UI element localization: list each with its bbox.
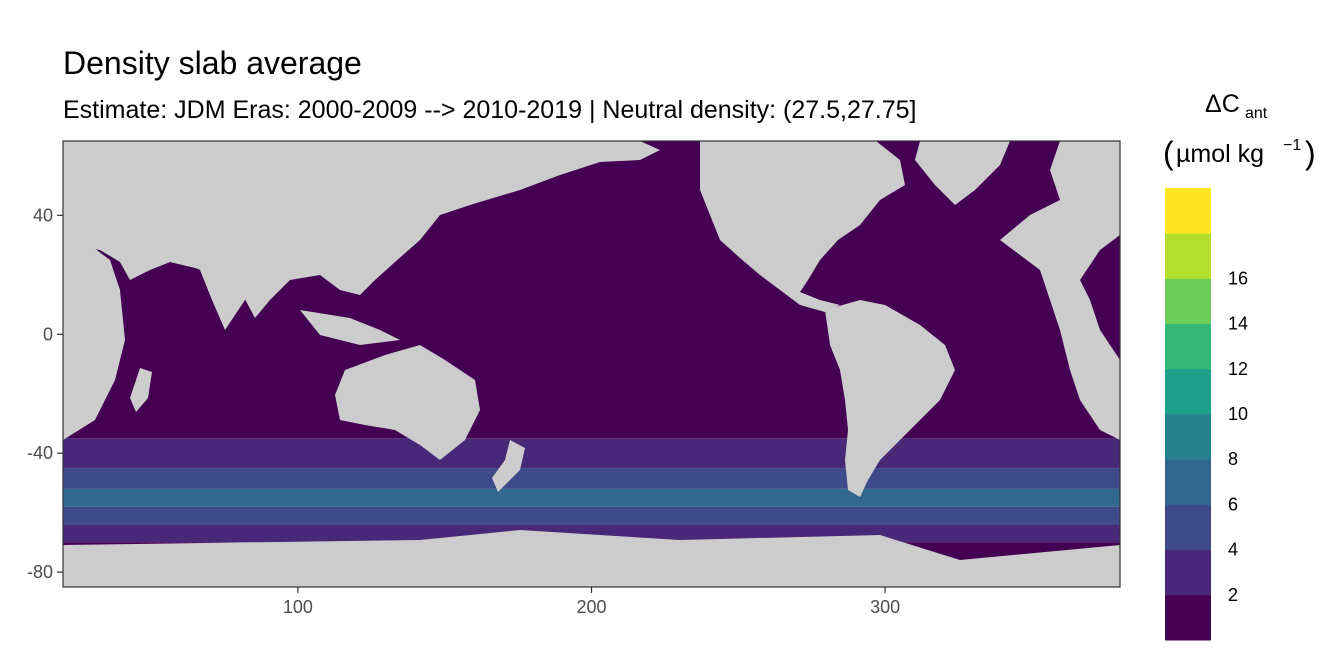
land-greenland [915,141,1010,205]
legend-swatch [1165,414,1211,460]
value-band-1 [63,438,1120,469]
legend-unit: µmol kg [1176,140,1264,168]
legend-title: ΔC [1205,90,1240,118]
legend-label: 12 [1228,359,1248,379]
value-band-3 [63,488,1120,507]
x-tick-label: 200 [576,597,606,617]
y-tick-label: -80 [27,562,53,582]
legend-label: 8 [1228,449,1238,469]
legend-swatch [1165,188,1211,234]
legend-unit-paren-close: ) [1305,135,1316,171]
legend-label: 10 [1228,404,1248,424]
value-band-2 [63,468,1120,489]
legend-label: 6 [1228,494,1238,514]
land-australia [335,345,480,460]
legend-swatch [1165,549,1211,596]
land-india [200,270,245,330]
legend-swatch [1165,323,1211,370]
y-tick-label: 40 [33,205,53,225]
legend-label: 14 [1228,314,1248,334]
legend-unit-exponent: −1 [1283,137,1301,154]
land-south-america [825,300,955,497]
land-indonesia [300,310,400,345]
value-band-4 [63,506,1120,525]
legend-label: 4 [1228,540,1238,560]
x-tick-label: 100 [283,597,313,617]
legend-label: 2 [1228,585,1238,605]
land-north-america [700,141,905,312]
legend-unit-paren-open: ( [1163,135,1174,171]
legend-label: 16 [1228,268,1248,288]
legend-swatch [1165,459,1211,505]
land-new-zealand [492,440,525,492]
legend-title-subscript: ant [1245,105,1268,122]
land-antarctica [63,530,1120,587]
chart-title: Density slab average [63,45,362,81]
y-tick-label: 0 [43,324,53,344]
legend-swatch [1165,233,1211,279]
land-africa-east [63,245,125,440]
legend: 2 4 6 8 10 12 14 16 ΔC ant (µmol kg −1) [1163,90,1316,641]
land-africa-europe [1000,141,1120,440]
land-masses [63,141,1120,587]
legend-swatch [1165,278,1211,325]
legend-swatch [1165,368,1211,415]
chart-subtitle: Estimate: JDM Eras: 2000-2009 --> 2010-2… [63,96,916,124]
legend-swatch [1165,504,1211,551]
y-tick-label: -40 [27,443,53,463]
land-kamchatka [430,172,452,200]
x-tick-label: 300 [870,597,900,617]
legend-swatch [1165,594,1211,641]
map-panel [63,141,1120,587]
axes: 40 0 -40 -80 100 200 300 [27,205,900,617]
land-madagascar [130,368,152,412]
